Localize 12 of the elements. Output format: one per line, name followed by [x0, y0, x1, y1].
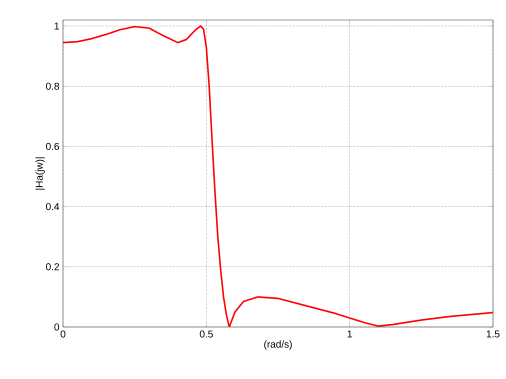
y-tick-label: 1	[54, 22, 59, 30]
y-axis-title: |Ha(jw)|	[35, 157, 45, 190]
x-axis-title: (rad/s)	[264, 340, 292, 350]
x-tick-label: 1.5	[486, 330, 500, 338]
x-tick-label: 0	[60, 330, 66, 338]
y-tick-label: 0.2	[46, 263, 59, 270]
y-tick-label: 0.6	[46, 142, 60, 150]
x-tick-label: 1	[348, 330, 352, 338]
x-tick-label: 0.5	[200, 330, 213, 338]
y-tick-label: 0.8	[46, 82, 60, 90]
y-tick-label: 0.4	[46, 203, 60, 210]
y-tick-label: 0	[54, 323, 60, 331]
